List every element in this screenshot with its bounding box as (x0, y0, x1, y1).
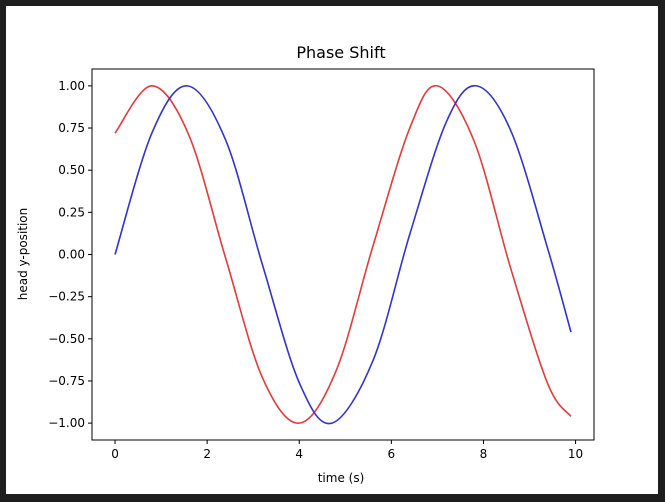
plot-area-frame (91, 68, 595, 441)
y-tick-label: −0.50 (48, 332, 85, 346)
y-tick-label: 0.75 (58, 121, 85, 135)
x-tick-label: 2 (203, 447, 211, 461)
chart-title: Phase Shift (296, 43, 385, 62)
series-lines (114, 85, 572, 425)
y-tick-label: −1.00 (48, 416, 85, 430)
chart-figure: Phase Shift 0 2 4 6 8 10 1.00 0.75 0.50 0.25 0.00… (6, 6, 658, 494)
x-axis-label: time (s) (318, 471, 365, 485)
line-chart: Phase Shift 0 2 4 6 8 10 1.00 0.75 0.50 0.25 0.00… (16, 43, 595, 485)
y-tick-label: 1.00 (58, 79, 85, 93)
x-tick-label: 6 (388, 447, 396, 461)
y-tick-label: −0.75 (48, 374, 85, 388)
y-tick-label: 0.50 (58, 163, 85, 177)
y-tick-label: 0.25 (58, 205, 85, 219)
x-tick-label: 4 (295, 447, 303, 461)
y-tick-label: 0.00 (58, 248, 85, 262)
x-tick-label: 10 (568, 447, 583, 461)
y-tick-label: −0.25 (48, 290, 85, 304)
y-axis-label: head y-position (16, 208, 30, 301)
x-tick-label: 8 (480, 447, 488, 461)
series-line-2 (114, 85, 572, 425)
y-axis-ticks: 1.00 0.75 0.50 0.25 0.00 −0.25 −0.50 −0.75 −1.00 (48, 79, 92, 430)
x-tick-label: 0 (111, 447, 119, 461)
x-axis-ticks: 0 2 4 6 8 10 (111, 440, 583, 461)
series-line-1 (114, 85, 572, 424)
